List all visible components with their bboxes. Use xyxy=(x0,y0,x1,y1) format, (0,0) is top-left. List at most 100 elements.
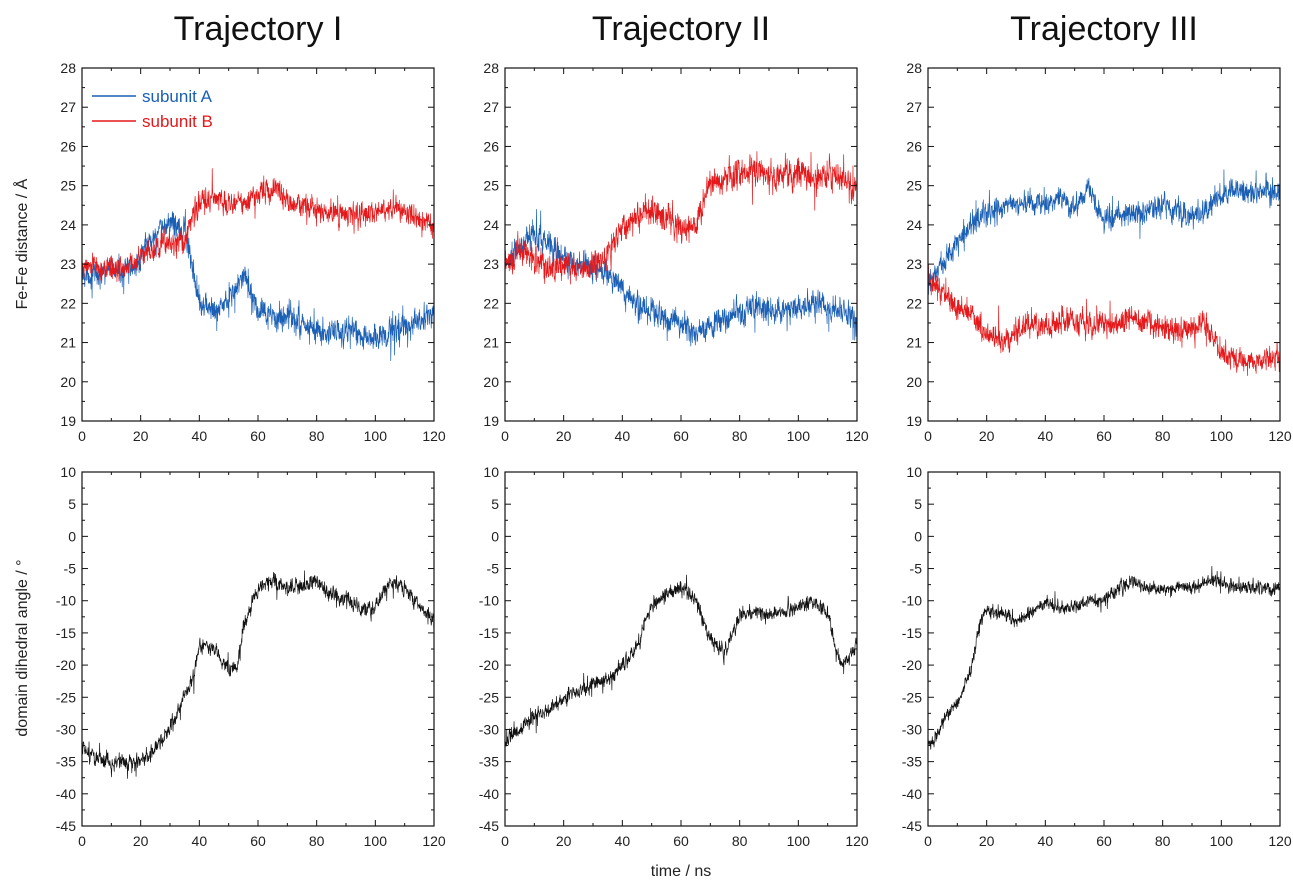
title-trajectory-1: Trajectory I xyxy=(174,10,343,48)
y-tick-label: 24 xyxy=(60,217,76,233)
y-tick-label: 21 xyxy=(483,335,499,351)
y-tick-label: 22 xyxy=(60,295,76,311)
x-tick-label: 60 xyxy=(673,833,689,849)
y-tick-label: 28 xyxy=(60,60,76,76)
series-subunit-b-line xyxy=(928,264,1280,377)
series-subunit-b-line xyxy=(505,151,857,285)
y-tick-label: -10 xyxy=(56,593,76,609)
y-tick-label: 28 xyxy=(483,60,499,76)
y-tick-label: -10 xyxy=(479,593,499,609)
y-tick-label: 10 xyxy=(906,464,922,480)
y-tick-label: -10 xyxy=(902,593,922,609)
x-tick-label: 20 xyxy=(556,428,572,444)
series-subunit-a-line xyxy=(82,208,434,362)
y-tick-label: 5 xyxy=(491,496,499,512)
x-tick-label: 80 xyxy=(309,428,325,444)
y-tick-label: -5 xyxy=(64,561,77,577)
y-tick-label: 24 xyxy=(906,217,922,233)
y-tick-label: 25 xyxy=(60,178,76,194)
y-tick-label: -25 xyxy=(56,689,76,705)
x-tick-label: 60 xyxy=(250,833,266,849)
y-tick-label: 27 xyxy=(906,99,922,115)
x-tick-label: 20 xyxy=(133,833,149,849)
x-tick-label: 40 xyxy=(192,833,208,849)
plot-frame xyxy=(927,471,1281,827)
x-tick-label: 20 xyxy=(133,428,149,444)
x-tick-label: 20 xyxy=(556,833,572,849)
legend-label-subunit-b: subunit B xyxy=(142,112,213,131)
y-tick-label: -35 xyxy=(479,754,499,770)
plot-frame xyxy=(927,67,1281,422)
panel-r1-c3: 0 20 40 60 80 100 120 19 20 21 22 23 24 25 26 27 28 xyxy=(906,60,1291,444)
y-tick-label: 5 xyxy=(68,496,76,512)
y-tick-label: 10 xyxy=(483,464,499,480)
x-tick-label: 120 xyxy=(1268,833,1292,849)
y-tick-label: -15 xyxy=(479,625,499,641)
y-tick-label: 0 xyxy=(68,528,76,544)
x-tick-label: 60 xyxy=(250,428,266,444)
y-tick-label: 23 xyxy=(60,256,76,272)
x-tick-label: 40 xyxy=(615,833,631,849)
y-tick-label: -30 xyxy=(902,721,922,737)
y-tick-label: 20 xyxy=(60,374,76,390)
y-tick-label: -30 xyxy=(479,721,499,737)
y-tick-label: -15 xyxy=(902,625,922,641)
x-tick-label: 120 xyxy=(845,833,869,849)
series-subunit-a-line xyxy=(505,208,857,347)
y-tick-label: 5 xyxy=(914,496,922,512)
x-tick-label: 120 xyxy=(845,428,869,444)
y-tick-label: 26 xyxy=(483,138,499,154)
y-tick-label: 19 xyxy=(60,413,76,429)
x-tick-label: 60 xyxy=(673,428,689,444)
y-tick-label: 19 xyxy=(483,413,499,429)
x-tick-label: 100 xyxy=(364,428,388,444)
x-tick-label: 120 xyxy=(422,428,446,444)
panel-r1-c2: 0 20 40 60 80 100 120 19 20 21 22 23 24 25 26 27 28 xyxy=(483,60,868,444)
x-tick-label: 20 xyxy=(979,428,995,444)
y-tick-label: -15 xyxy=(56,625,76,641)
y-tick-label: 25 xyxy=(906,178,922,194)
xlabel-time: time / ns xyxy=(651,863,711,880)
series-subunit-a-line xyxy=(928,169,1280,295)
y-tick-label: 26 xyxy=(60,138,76,154)
y-tick-label: -5 xyxy=(910,561,923,577)
x-tick-label: 40 xyxy=(615,428,631,444)
y-tick-label: 20 xyxy=(906,374,922,390)
y-tick-label: 27 xyxy=(483,99,499,115)
y-tick-label: -40 xyxy=(479,786,499,802)
x-tick-label: 80 xyxy=(732,833,748,849)
x-tick-label: 100 xyxy=(364,833,388,849)
y-tick-label: -40 xyxy=(902,786,922,802)
y-tick-label: -35 xyxy=(56,754,76,770)
x-tick-label: 120 xyxy=(1268,428,1292,444)
y-tick-label: 22 xyxy=(906,295,922,311)
legend: subunit A subunit B xyxy=(92,87,213,131)
y-tick-label: 23 xyxy=(906,256,922,272)
x-tick-label: 80 xyxy=(1155,833,1171,849)
x-tick-label: 60 xyxy=(1096,833,1112,849)
x-tick-label: 40 xyxy=(1038,833,1054,849)
y-tick-label: 27 xyxy=(60,99,76,115)
y-tick-label: -45 xyxy=(56,818,76,834)
panel-r1-c1: 0 20 40 60 80 100 120 19 20 21 22 23 24 25 26 27 28 xyxy=(60,60,445,444)
x-tick-label: 0 xyxy=(501,428,509,444)
series-dihedral-line xyxy=(928,565,1280,750)
x-tick-label: 0 xyxy=(924,833,932,849)
y-tick-label: 20 xyxy=(483,374,499,390)
x-tick-label: 80 xyxy=(732,428,748,444)
x-tick-label: 60 xyxy=(1096,428,1112,444)
y-tick-label: 0 xyxy=(914,528,922,544)
x-tick-label: 40 xyxy=(192,428,208,444)
y-tick-label: 26 xyxy=(906,138,922,154)
x-tick-label: 100 xyxy=(1210,833,1234,849)
plot-frame xyxy=(81,471,435,827)
y-tick-label: -5 xyxy=(487,561,500,577)
x-tick-label: 100 xyxy=(1210,428,1234,444)
x-tick-label: 100 xyxy=(787,833,811,849)
y-tick-label: 28 xyxy=(906,60,922,76)
y-tick-label: -40 xyxy=(56,786,76,802)
title-trajectory-3: Trajectory III xyxy=(1010,10,1198,48)
x-tick-label: 0 xyxy=(924,428,932,444)
